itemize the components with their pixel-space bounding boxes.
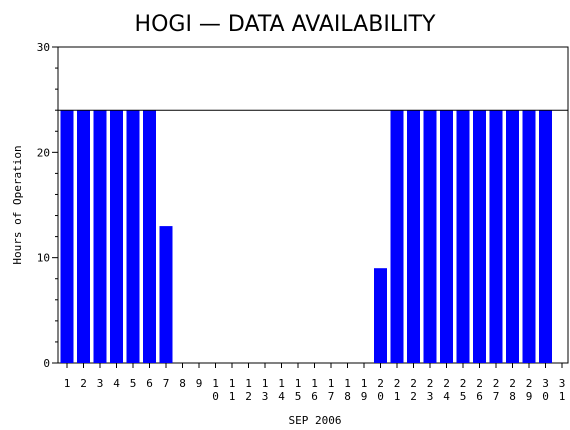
bar-day-20 (374, 268, 387, 363)
y-tick-label: 0 (43, 357, 50, 370)
y-axis-label: Hours of Operation (11, 145, 24, 264)
bar-day-29 (522, 110, 536, 363)
bar-day-25 (456, 110, 470, 363)
x-tick-label: 7 (163, 377, 170, 390)
bar-day-6 (143, 110, 156, 363)
bar-day-5 (126, 110, 140, 363)
bars-group (58, 109, 568, 363)
x-tick-label: 3 (97, 377, 104, 390)
y-tick-label: 10 (37, 252, 50, 265)
bar-day-30 (539, 110, 552, 363)
x-axis: 1 2 3 4 5 6 7 8 9 1 01 11 21 31 41 51 61 71 81 92 02 12 22 32 42… (64, 363, 566, 403)
x-tick-label: 5 (130, 377, 137, 390)
x-tick-label: 9 (196, 377, 203, 390)
x-tick-label: 1 (64, 377, 71, 390)
bar-day-7 (159, 226, 173, 363)
y-axis: 0 10 20 30 (37, 41, 58, 370)
x-tick-label: 8 (179, 377, 186, 390)
bar-day-24 (440, 110, 453, 363)
bar-day-26 (473, 110, 486, 363)
x-tick-label: 2 (80, 377, 87, 390)
bar-day-21 (390, 110, 404, 363)
bar-day-22 (407, 110, 420, 363)
bar-day-23 (423, 110, 437, 363)
plot-frame (57, 46, 569, 364)
x-tick-label: 6 (146, 377, 153, 390)
y-tick-label: 30 (37, 41, 50, 54)
bar-day-2 (77, 110, 90, 363)
y-tick-label: 20 (37, 146, 50, 159)
bar-day-4 (110, 110, 123, 363)
x-tick-label: 4 (113, 377, 120, 390)
bar-day-1 (60, 110, 74, 363)
chart-title: HOGI — DATA AVAILABILITY (135, 12, 436, 37)
bar-day-3 (93, 110, 107, 363)
x-axis-label: SEP 2006 (289, 414, 342, 427)
bar-day-28 (506, 110, 519, 363)
bar-day-27 (489, 110, 503, 363)
